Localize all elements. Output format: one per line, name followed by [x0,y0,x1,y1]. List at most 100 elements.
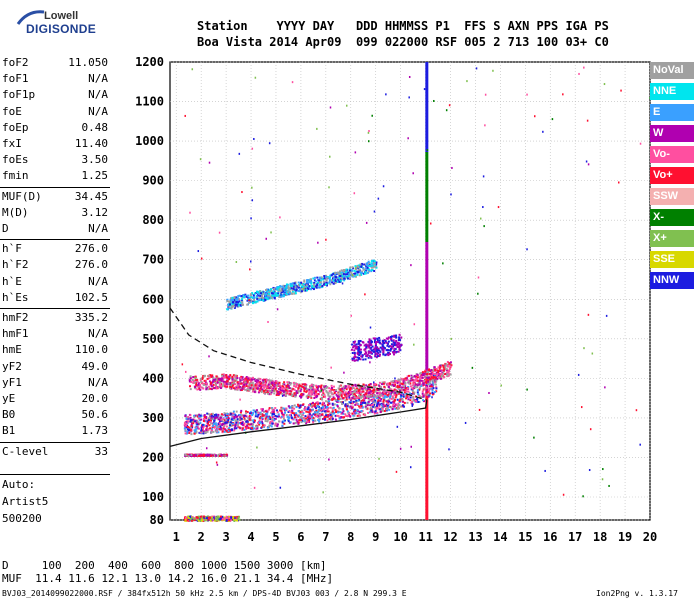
echo-point [311,390,314,393]
noise-point [322,491,324,494]
echo-point [332,276,335,279]
echo-point [446,360,449,363]
echo-point [329,388,332,391]
echo-point [389,345,392,348]
echo-point [393,400,396,403]
echo-point [281,413,284,416]
echo-point [325,275,328,278]
param-name: foF1 [2,72,29,86]
echo-point [257,380,260,383]
echo-point [339,277,342,280]
echo-point [256,298,259,301]
echo-point [446,374,449,377]
echo-point [282,382,285,385]
echo-point [267,379,270,382]
echo-point [211,412,214,415]
echo-point [275,287,278,290]
echo-point [370,403,373,406]
echo-point [427,394,430,397]
echo-point [440,375,443,378]
echo-point [357,268,360,271]
echo-point [239,301,242,304]
echo-point [210,454,213,457]
echo-point [257,391,260,394]
echo-point [376,403,379,406]
echo-point [220,414,223,417]
echo-point [328,280,331,283]
echo-point [446,371,449,374]
echo-point [215,387,218,390]
echo-point [199,519,202,522]
echo-point [415,375,418,378]
echo-point [362,395,365,398]
echo-point [357,392,360,395]
echo-point [291,409,294,412]
echo-point [284,288,287,291]
echo-point [345,398,348,401]
noise-point [408,96,410,99]
echo-point [317,281,320,284]
echo-point [374,354,377,357]
echo-point [424,376,427,379]
noise-point [235,260,238,263]
echo-point [390,388,393,391]
echo-point [251,424,254,427]
echo-point [232,303,235,306]
echo-point [285,389,288,392]
echo-point [194,375,197,378]
echo-point [198,413,201,416]
echo-point [269,422,272,425]
echo-point [447,370,450,373]
echo-point [311,408,314,411]
echo-point [382,403,385,406]
echo-point [385,353,388,356]
echo-point [388,396,391,399]
echo-point [221,430,224,433]
param-value: 49.0 [81,359,109,373]
echo-point [313,396,316,399]
echo-point [266,296,269,299]
echo-point [406,378,409,381]
echo-point [234,423,237,426]
echo-point [401,389,404,392]
echo-point [367,260,370,263]
echo-point [388,387,391,390]
echo-point [231,384,234,387]
echo-point [293,288,296,291]
echo-point [248,389,251,392]
echo-point [363,396,366,399]
echo-point [323,416,326,419]
echo-point [349,406,352,409]
noise-point [250,217,252,220]
echo-point [271,418,274,421]
echo-point [348,385,351,388]
echo-point [252,409,255,412]
echo-point [230,412,233,415]
echo-point [390,406,393,409]
echo-point [259,377,262,380]
echo-point [356,273,359,276]
echo-point [445,368,448,371]
echo-point [242,414,245,417]
echo-point [426,379,429,382]
echo-point [429,377,432,380]
echo-point [230,297,233,300]
echo-point [343,277,346,280]
echo-point [390,338,393,341]
echo-point [244,293,247,296]
echo-point [189,375,192,378]
echo-point [187,416,190,419]
echo-point [359,390,362,393]
echo-point [267,295,270,298]
echo-point [437,369,440,372]
echo-point [211,425,214,428]
noise-point [253,486,256,489]
y-tick-label: 1100 [135,95,164,109]
echo-point [262,410,265,413]
echo-point [210,413,213,416]
echo-point [249,426,252,429]
echo-point [376,340,379,343]
echo-point [345,393,348,396]
echo-point [235,427,238,430]
echo-point [256,385,259,388]
